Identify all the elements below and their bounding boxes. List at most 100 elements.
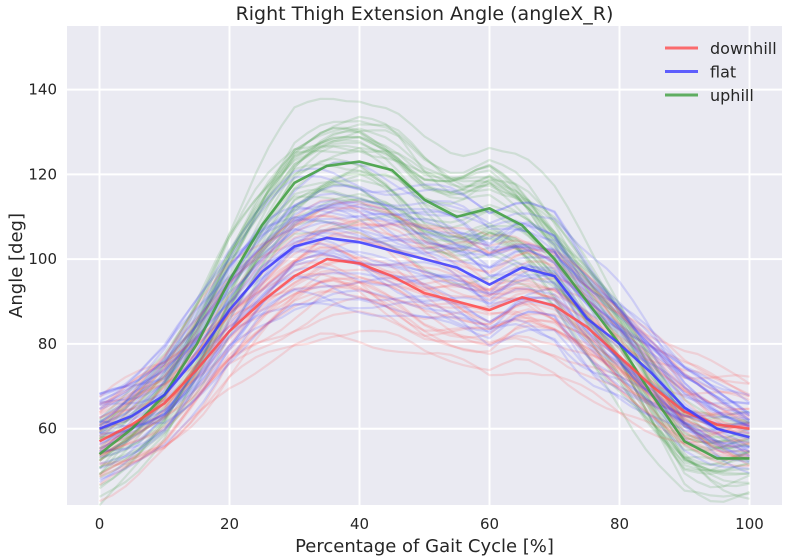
flat-trial-line	[99, 205, 750, 405]
x-axis-label: Percentage of Gait Cycle [%]	[295, 536, 554, 557]
flat-trial-line	[98, 212, 750, 428]
uphill-trial-line	[99, 161, 750, 469]
uphill-trial-line	[98, 179, 750, 462]
downhill-trial-line	[99, 279, 750, 466]
downhill-series-line	[98, 257, 750, 443]
legend: downhill flat uphill	[665, 39, 777, 105]
downhill-trial-line	[98, 200, 750, 407]
y-tick-label: 140	[28, 81, 57, 99]
flat-trial-line	[99, 274, 750, 455]
y-ticks: 60 80 100 120 140	[28, 81, 57, 438]
uphill-trial-line	[98, 123, 750, 455]
flat-trial-line	[99, 201, 750, 427]
y-tick-label: 120	[28, 165, 57, 183]
flat-trial-line	[99, 192, 751, 406]
flat-trial-line	[99, 207, 750, 435]
downhill-trial-line	[99, 198, 750, 404]
uphill-trial-line	[98, 163, 750, 476]
uphill-trial-line	[98, 127, 750, 431]
flat-trial-line	[99, 167, 751, 415]
flat-trial-line	[99, 228, 750, 428]
uphill-trial-line	[98, 169, 750, 503]
downhill-trial-line	[99, 332, 750, 503]
x-tick-label: 100	[735, 515, 764, 533]
flat-trial-line	[99, 298, 750, 470]
downhill-trial-line	[98, 223, 750, 438]
downhill-trial-line	[98, 214, 751, 427]
flat-trial-line	[98, 276, 750, 475]
series-layer	[98, 97, 751, 506]
flat-trial-line	[99, 242, 750, 459]
x-tick-label: 20	[220, 515, 239, 533]
downhill-trial-line	[98, 281, 750, 459]
uphill-trial-line	[98, 97, 750, 438]
uphill-trial-line	[98, 135, 750, 426]
flat-trial-line	[99, 209, 750, 445]
downhill-trial-line	[98, 290, 750, 477]
flat-trial-line	[99, 184, 750, 427]
downhill-trial-line	[99, 242, 750, 430]
downhill-trial-line	[98, 221, 751, 433]
downhill-trial-line	[98, 268, 751, 467]
downhill-trial-line	[98, 296, 750, 458]
y-axis-label: Angle [deg]	[6, 213, 27, 318]
flat-trial-line	[98, 199, 751, 424]
y-tick-label: 100	[28, 250, 57, 268]
uphill-trial-line	[98, 149, 750, 450]
uphill-trial-line	[99, 183, 750, 475]
uphill-trial-line	[99, 136, 750, 426]
flat-trial-line	[99, 253, 750, 458]
flat-trial-line	[99, 251, 750, 432]
flat-trial-line	[99, 289, 750, 465]
uphill-trial-line	[98, 214, 750, 506]
downhill-trial-line	[98, 218, 750, 426]
uphill-trial-line	[99, 219, 750, 498]
downhill-trial-line	[99, 280, 750, 457]
downhill-trial-line	[99, 279, 750, 439]
uphill-trial-line	[98, 130, 750, 440]
downhill-trial-line	[98, 329, 750, 486]
x-tick-label: 0	[95, 515, 105, 533]
legend-label-flat: flat	[710, 63, 736, 82]
downhill-trial-line	[98, 254, 750, 438]
flat-trial-line	[98, 300, 751, 484]
y-tick-label: 80	[38, 335, 57, 353]
x-tick-label: 60	[480, 515, 499, 533]
uphill-trial-line	[98, 129, 750, 441]
x-ticks: 0 20 40 60 80 100	[95, 515, 764, 533]
gridlines	[67, 26, 782, 505]
uphill-trial-line	[98, 115, 750, 451]
downhill-trial-line	[98, 229, 750, 416]
uphill-trial-line	[99, 172, 750, 489]
downhill-trial-line	[99, 310, 750, 478]
flat-trial-line	[99, 272, 750, 453]
x-tick-label: 40	[350, 515, 369, 533]
uphill-trial-line	[99, 144, 750, 473]
uphill-trial-line	[98, 190, 750, 487]
uphill-trial-line	[98, 173, 750, 500]
downhill-trial-line	[99, 276, 750, 455]
legend-label-downhill: downhill	[710, 39, 777, 58]
legend-label-uphill: uphill	[710, 86, 754, 105]
uphill-trial-line	[98, 141, 750, 457]
flat-trial-line	[98, 175, 751, 424]
downhill-trial-line	[98, 206, 750, 416]
downhill-trial-line	[98, 261, 750, 449]
y-tick-label: 60	[38, 420, 57, 438]
uphill-trial-line	[98, 146, 750, 462]
flat-trial-line	[99, 289, 750, 481]
chart-title: Right Thigh Extension Angle (angleX_R)	[236, 3, 614, 25]
uphill-trial-line	[99, 126, 750, 450]
uphill-trial-line	[99, 135, 750, 456]
flat-trial-line	[99, 237, 750, 453]
flat-trial-line	[98, 217, 751, 425]
uphill-trial-line	[98, 197, 750, 498]
x-tick-label: 80	[610, 515, 629, 533]
uphill-trial-line	[98, 192, 750, 475]
uphill-trial-line	[99, 182, 750, 472]
flat-trial-line	[99, 200, 750, 427]
uphill-trial-line	[98, 119, 750, 460]
downhill-trial-line	[99, 270, 750, 465]
downhill-trial-line	[98, 284, 750, 476]
